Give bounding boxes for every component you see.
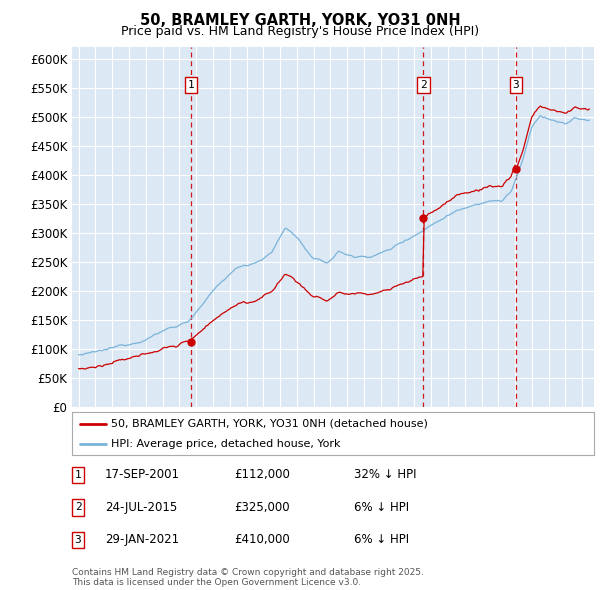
Text: 24-JUL-2015: 24-JUL-2015 bbox=[105, 501, 177, 514]
Text: £410,000: £410,000 bbox=[234, 533, 290, 546]
Text: 6% ↓ HPI: 6% ↓ HPI bbox=[354, 501, 409, 514]
Text: 2: 2 bbox=[420, 80, 427, 90]
Text: HPI: Average price, detached house, York: HPI: Average price, detached house, York bbox=[111, 440, 341, 449]
Text: 6% ↓ HPI: 6% ↓ HPI bbox=[354, 533, 409, 546]
Text: 1: 1 bbox=[74, 470, 82, 480]
Text: 50, BRAMLEY GARTH, YORK, YO31 0NH: 50, BRAMLEY GARTH, YORK, YO31 0NH bbox=[140, 13, 460, 28]
Text: £325,000: £325,000 bbox=[234, 501, 290, 514]
Text: Contains HM Land Registry data © Crown copyright and database right 2025.: Contains HM Land Registry data © Crown c… bbox=[72, 568, 424, 577]
Text: 3: 3 bbox=[512, 80, 519, 90]
Text: 29-JAN-2021: 29-JAN-2021 bbox=[105, 533, 179, 546]
Text: 17-SEP-2001: 17-SEP-2001 bbox=[105, 468, 180, 481]
Text: £112,000: £112,000 bbox=[234, 468, 290, 481]
Text: 50, BRAMLEY GARTH, YORK, YO31 0NH (detached house): 50, BRAMLEY GARTH, YORK, YO31 0NH (detac… bbox=[111, 419, 428, 428]
Text: This data is licensed under the Open Government Licence v3.0.: This data is licensed under the Open Gov… bbox=[72, 578, 361, 587]
Text: Price paid vs. HM Land Registry's House Price Index (HPI): Price paid vs. HM Land Registry's House … bbox=[121, 25, 479, 38]
Text: 1: 1 bbox=[188, 80, 194, 90]
Text: 3: 3 bbox=[74, 535, 82, 545]
Text: 2: 2 bbox=[74, 503, 82, 512]
Text: 32% ↓ HPI: 32% ↓ HPI bbox=[354, 468, 416, 481]
